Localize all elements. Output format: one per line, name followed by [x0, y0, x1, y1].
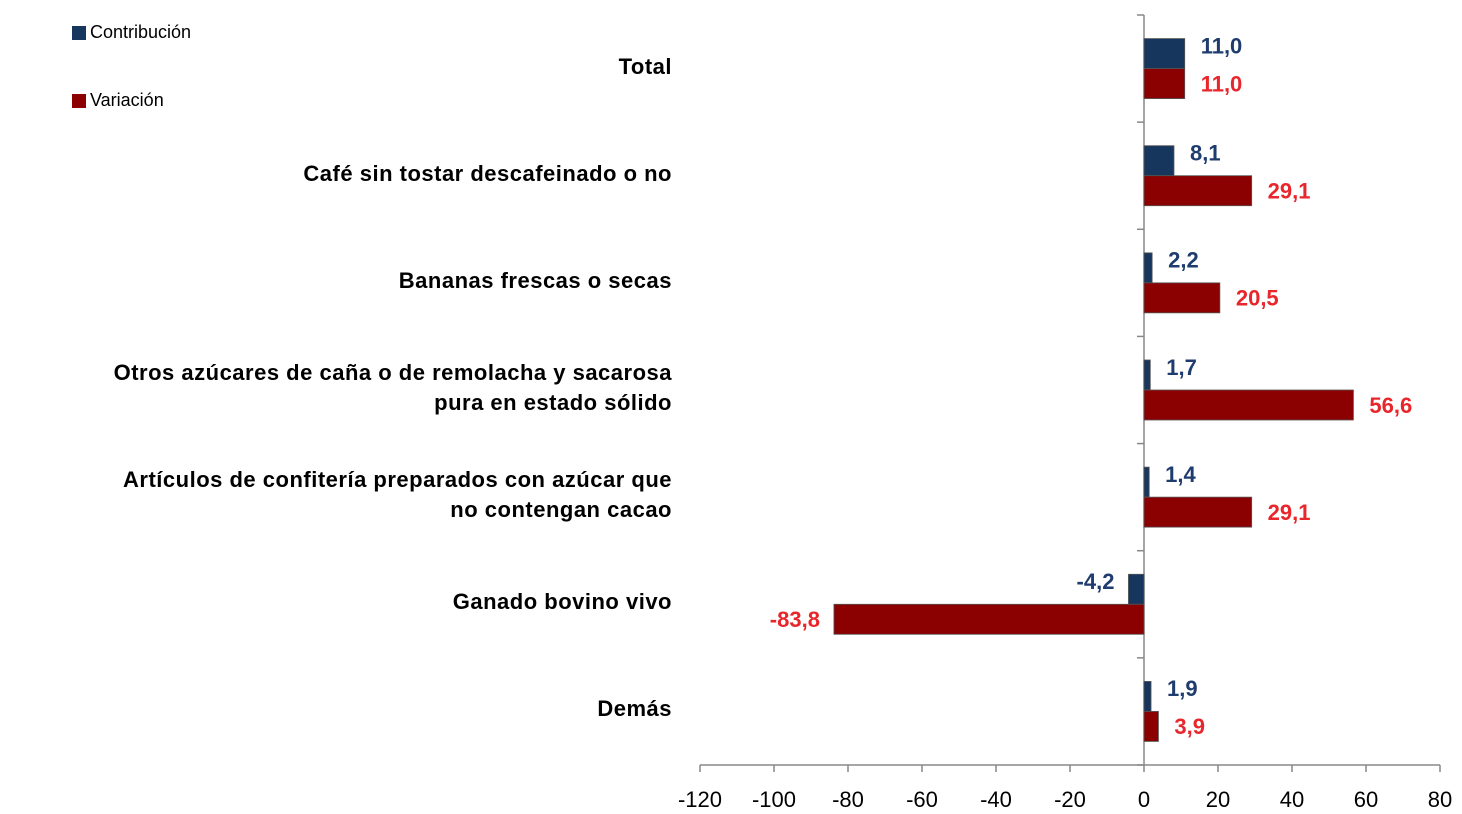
value-label: -83,8 [770, 607, 820, 632]
value-label: 1,4 [1165, 462, 1196, 487]
value-label: -4,2 [1077, 569, 1115, 594]
x-tick-label: -40 [980, 787, 1012, 812]
bar [1143, 466, 1150, 498]
value-label: 1,7 [1166, 355, 1197, 380]
x-tick-label: 80 [1428, 787, 1452, 812]
bar [1143, 38, 1186, 69]
bar [1143, 681, 1152, 712]
value-label: 29,1 [1268, 500, 1311, 525]
bar [1143, 145, 1175, 177]
x-tick-label: -60 [906, 787, 938, 812]
bar [1143, 175, 1253, 207]
bar [1143, 252, 1153, 284]
value-label: 11,0 [1201, 33, 1243, 58]
x-tick-label: -80 [832, 787, 864, 812]
category-label: Otros azúcares de caña o de remolacha y … [113, 360, 672, 415]
category-label: Ganado bovino vivo [452, 589, 672, 615]
x-tick-label: -20 [1054, 787, 1086, 812]
bar [1143, 282, 1221, 314]
value-label: 2,2 [1168, 248, 1199, 273]
value-label: 20,5 [1236, 286, 1279, 311]
legend-swatch [72, 94, 86, 108]
value-label: 56,6 [1369, 393, 1412, 418]
bar [1143, 389, 1354, 421]
value-label: 29,1 [1268, 179, 1311, 204]
value-label: 11,0 [1201, 71, 1243, 96]
value-label: 3,9 [1174, 714, 1205, 739]
legend-label: Contribución [90, 22, 191, 42]
x-tick-label: 20 [1206, 787, 1230, 812]
legend-label: Variación [90, 90, 164, 110]
bar [1143, 496, 1253, 528]
x-tick-label: -100 [752, 787, 796, 812]
bar [1143, 68, 1186, 99]
x-tick-label: 60 [1354, 787, 1378, 812]
bar [1143, 359, 1151, 391]
category-label: Bananas frescas o secas [398, 267, 672, 293]
category-label: Artículos de confitería preparados con a… [123, 467, 672, 523]
bar [1143, 711, 1159, 742]
legend-swatch [72, 26, 86, 40]
category-label: Demás [597, 696, 672, 722]
x-tick-label: -120 [678, 787, 722, 812]
x-tick-label: 40 [1280, 787, 1304, 812]
x-tick-label: 0 [1138, 787, 1150, 812]
category-label: Café sin tostar descafeinado o no [303, 160, 672, 186]
bar [1128, 573, 1145, 605]
value-label: 8,1 [1190, 141, 1221, 166]
value-label: 1,9 [1167, 676, 1198, 701]
category-label: Total [618, 53, 672, 79]
bar [833, 603, 1145, 635]
